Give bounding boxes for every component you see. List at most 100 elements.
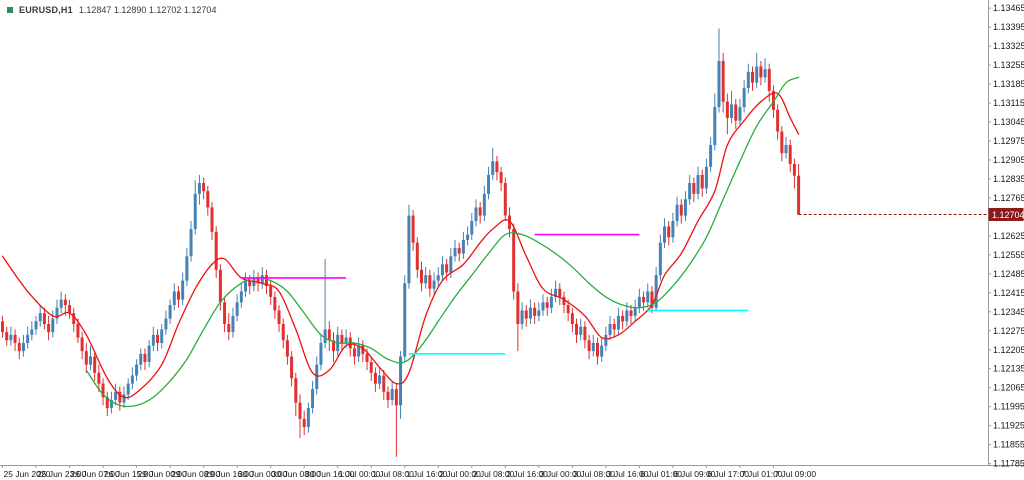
candle-body — [319, 342, 323, 365]
price-tick-label: 1.13255 — [993, 60, 1024, 70]
candle-body — [218, 269, 222, 303]
price-tick-label: 1.13395 — [993, 22, 1024, 32]
candle-body — [436, 275, 440, 281]
candle-body — [30, 329, 34, 335]
candle-body — [541, 302, 545, 311]
time-tick-label: 7 Jul 09:00 — [774, 469, 816, 479]
price-tick-label: 1.13185 — [993, 79, 1024, 89]
price-tick-label: 1.12765 — [993, 193, 1024, 203]
candle-body — [650, 291, 654, 308]
candle-body — [382, 375, 386, 392]
time-tick-label: 6 Jul 17:00 — [707, 469, 749, 479]
candle-body — [88, 356, 92, 365]
candle-body — [248, 280, 252, 287]
candle-body — [470, 220, 474, 235]
candle-body — [390, 389, 394, 400]
candle-body — [524, 310, 528, 319]
candle-body — [788, 145, 792, 165]
candle-body — [520, 310, 524, 325]
candle-body — [315, 364, 319, 390]
candle-body — [797, 175, 801, 215]
candle-body — [139, 353, 143, 365]
candle-body — [583, 326, 587, 341]
ma-red-indicator-line[interactable] — [1, 92, 800, 399]
candle-body — [403, 283, 407, 357]
candle-body — [21, 342, 25, 352]
candle-body — [260, 275, 264, 284]
time-tick-label: 1 Jul 08:00 — [372, 469, 414, 479]
ma-green-indicator-line[interactable] — [85, 76, 800, 408]
candle-body — [474, 207, 478, 221]
candle-body — [176, 291, 180, 300]
candle-body — [294, 378, 298, 403]
candle-body — [109, 399, 113, 409]
time-tick-label: 29 Jun 08:00 — [171, 469, 220, 479]
candle-body — [147, 345, 151, 362]
candle-body — [709, 145, 713, 167]
candle-body — [545, 302, 549, 308]
candle-body — [608, 324, 612, 335]
candle-body — [202, 183, 206, 192]
time-tick-label: 2 Jul 08:00 — [473, 469, 515, 479]
candle-body — [642, 296, 646, 303]
candle-body — [449, 256, 453, 273]
candle-body — [156, 334, 160, 343]
candle-body — [55, 307, 59, 319]
candle-body — [725, 101, 729, 118]
price-tick-label: 1.12905 — [993, 155, 1024, 165]
candle-body — [105, 397, 109, 409]
candle-body — [428, 275, 432, 289]
time-tick-label: 6 Jul 09:00 — [674, 469, 716, 479]
candle-body — [172, 291, 176, 306]
price-tick-label: 1.12975 — [993, 136, 1024, 146]
current-price-badge: 1.12704 — [988, 207, 1024, 221]
candle-body — [440, 264, 444, 276]
price-tick-label: 1.11925 — [993, 421, 1024, 431]
candle-body — [478, 207, 482, 216]
candle-body — [457, 248, 461, 254]
candle-body — [114, 391, 118, 400]
candle-body — [692, 183, 696, 194]
current-price-label: 1.12704 — [992, 210, 1024, 220]
time-tick-label: 29 Jun 16:00 — [205, 469, 254, 479]
candle-body — [227, 324, 231, 333]
candle-body — [5, 332, 9, 341]
candle-body — [717, 61, 721, 108]
candle-body — [181, 280, 185, 300]
candle-body — [327, 329, 331, 341]
price-axis[interactable]: 1.13465 1.13395 1.13325 1.13255 1.13185 1.131… — [988, 3, 1024, 469]
candle-body — [244, 280, 248, 292]
candle-body — [658, 242, 662, 276]
price-tick-label: 1.11785 — [993, 459, 1024, 469]
candle-body — [13, 334, 17, 343]
candle-body — [151, 334, 155, 346]
candle-body — [97, 372, 101, 384]
candle-body — [759, 66, 763, 78]
candle-body — [466, 234, 470, 240]
candle-body — [453, 248, 457, 257]
price-tick-label: 1.12275 — [993, 326, 1024, 336]
candle-body — [51, 318, 55, 333]
candle-body — [424, 275, 428, 284]
price-tick-label: 1.13325 — [993, 41, 1024, 51]
candle-body — [168, 305, 172, 319]
candle-body — [84, 351, 88, 365]
candle-body — [771, 90, 775, 110]
candle-body — [621, 315, 625, 322]
candle-body — [554, 288, 558, 297]
price-tick-label: 1.11995 — [993, 402, 1024, 412]
candle-body — [340, 334, 344, 343]
candle-body — [285, 340, 289, 357]
candle-body — [713, 107, 717, 146]
price-tick-label: 1.12625 — [993, 231, 1024, 241]
candle-body — [256, 277, 260, 284]
candle-body — [411, 215, 415, 243]
candle-body — [671, 220, 675, 238]
candle-body — [394, 389, 398, 406]
candle-body — [445, 264, 449, 273]
candle-body — [587, 340, 591, 352]
candle-body — [629, 310, 633, 316]
candle-body — [1, 321, 4, 333]
